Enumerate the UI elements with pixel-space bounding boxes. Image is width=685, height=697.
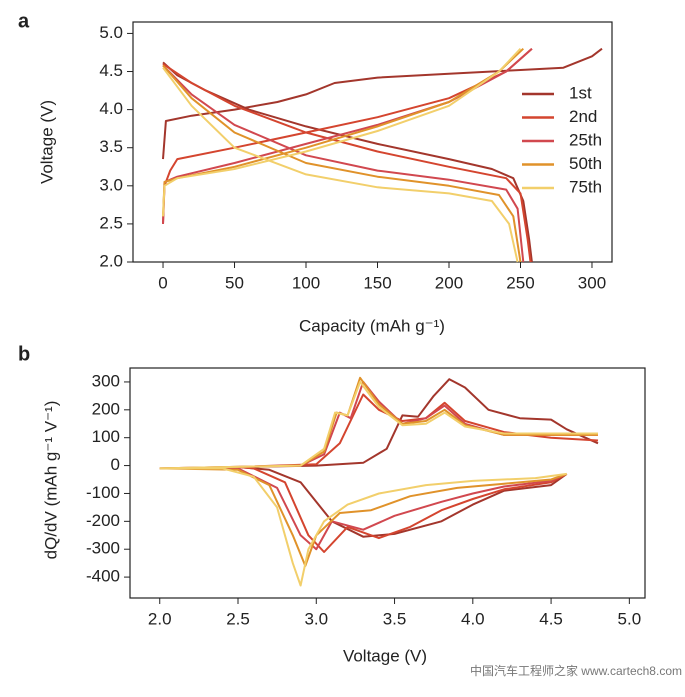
x-tick-label: 3.5 [383, 609, 407, 628]
y-tick-label: 2.5 [99, 213, 123, 232]
y-tick-label: 200 [92, 399, 120, 418]
y-axis-label: dQ/dV (mAh g⁻¹ V⁻¹) [41, 401, 60, 560]
x-tick-label: 250 [506, 273, 534, 292]
data-line [159, 380, 598, 587]
y-tick-label: 2.0 [99, 251, 123, 270]
plot-frame [132, 21, 613, 263]
x-tick-label: 2.5 [226, 609, 250, 628]
y-tick-label: -100 [86, 483, 120, 502]
watermark: 中国汽车工程师之家 www.cartech8.com [470, 663, 682, 678]
x-tick-label: 100 [292, 273, 320, 292]
panel-label: b [18, 343, 30, 365]
x-tick-label: 200 [435, 273, 463, 292]
legend-label: 1st [569, 83, 592, 102]
y-tick-label: 0 [111, 455, 120, 474]
x-axis-label: Capacity (mAh g⁻¹) [299, 316, 445, 335]
data-line [237, 378, 599, 538]
x-tick-label: 4.5 [539, 609, 563, 628]
data-line [159, 380, 598, 551]
data-line [162, 47, 603, 263]
x-tick-label: 2.0 [148, 609, 172, 628]
panel-label: a [18, 10, 30, 32]
y-tick-label: 3.0 [99, 175, 123, 194]
legend-label: 75th [569, 177, 602, 196]
y-tick-label: 100 [92, 427, 120, 446]
x-tick-label: 50 [225, 273, 244, 292]
data-line [162, 47, 524, 263]
plot-frame [129, 367, 646, 599]
y-tick-label: 3.5 [99, 137, 123, 156]
data-line [162, 48, 522, 263]
x-tick-label: 5.0 [618, 609, 642, 628]
legend-label: 50th [569, 154, 602, 173]
legend-label: 25th [569, 130, 602, 149]
x-axis-label: Voltage (V) [343, 646, 427, 665]
x-tick-label: 0 [158, 273, 167, 292]
y-tick-label: 4.5 [99, 61, 123, 80]
data-line [159, 376, 598, 567]
y-tick-label: 300 [92, 371, 120, 390]
x-tick-label: 4.0 [461, 609, 485, 628]
x-tick-label: 150 [363, 273, 391, 292]
legend-label: 2nd [569, 107, 597, 126]
y-tick-label: -200 [86, 511, 120, 530]
x-tick-label: 3.0 [304, 609, 328, 628]
y-tick-label: -400 [86, 567, 120, 586]
x-tick-label: 300 [578, 273, 606, 292]
y-tick-label: -300 [86, 539, 120, 558]
y-tick-label: 5.0 [99, 23, 123, 42]
y-tick-label: 4.0 [99, 99, 123, 118]
y-axis-label: Voltage (V) [37, 100, 56, 184]
